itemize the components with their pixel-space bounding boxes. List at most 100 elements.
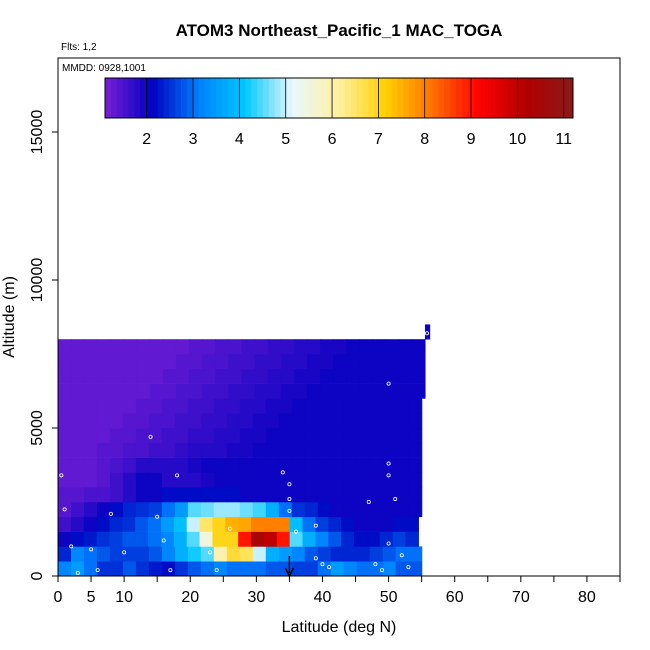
heatmap-cell xyxy=(162,339,177,355)
heatmap-cell xyxy=(252,457,267,473)
heatmap-cell xyxy=(382,561,397,577)
heatmap-cell xyxy=(96,546,111,562)
heatmap-cell xyxy=(372,339,387,355)
heatmap-cell xyxy=(317,472,332,488)
heatmap-cell xyxy=(186,531,201,547)
heatmap-cell xyxy=(239,413,254,429)
heatmap-cell xyxy=(135,502,150,518)
colorbar xyxy=(104,77,574,119)
heatmap-cell xyxy=(267,383,282,399)
heatmap-cell xyxy=(109,442,124,458)
heatmap-cell xyxy=(226,457,241,473)
heatmap-cell xyxy=(173,516,188,532)
heatmap-cell xyxy=(122,531,136,547)
heatmap-cell xyxy=(70,531,85,547)
heatmap-cell xyxy=(83,516,98,532)
colorbar-segment xyxy=(145,78,153,118)
y-tick-label: 15000 xyxy=(29,110,46,155)
heatmap-cell xyxy=(252,413,267,429)
heatmap-cell xyxy=(174,472,189,488)
heatmap-cell xyxy=(251,516,265,532)
colorbar-segment xyxy=(216,78,223,118)
heatmap-cell xyxy=(70,472,85,488)
heatmap-cell xyxy=(161,561,176,577)
heatmap-cell xyxy=(372,383,387,399)
heatmap-cell xyxy=(189,339,203,355)
heatmap-cell xyxy=(173,531,188,547)
heatmap-cell xyxy=(122,487,137,503)
heatmap-cell xyxy=(333,383,347,399)
heatmap-cell xyxy=(239,428,254,444)
sample-point xyxy=(168,568,173,573)
heatmap-cell xyxy=(304,546,319,562)
heatmap-cell xyxy=(291,442,306,458)
heatmap-cell xyxy=(83,546,98,562)
heatmap-cell xyxy=(328,516,342,532)
heatmap-cell xyxy=(356,546,371,562)
heatmap-cell xyxy=(84,368,98,384)
heatmap-cell xyxy=(70,502,85,518)
sample-point xyxy=(122,550,127,555)
heatmap-cell xyxy=(96,516,111,532)
x-tick-label: 0 xyxy=(54,589,63,606)
heatmap-cell xyxy=(213,502,228,518)
heatmap-cell xyxy=(252,487,267,503)
heatmap-cell xyxy=(356,398,371,414)
colorbar-segment xyxy=(227,78,235,118)
heatmap-cell xyxy=(225,516,239,532)
sample-point xyxy=(386,473,391,478)
colorbar-segment xyxy=(432,78,439,118)
heatmap-cell xyxy=(110,383,125,399)
x-tick-label: 60 xyxy=(446,589,464,606)
heatmap-cell xyxy=(359,339,374,355)
heatmap-cell xyxy=(265,546,280,562)
heatmap-cell xyxy=(148,546,163,562)
colorbar-segment xyxy=(175,78,182,118)
heatmap-cell xyxy=(369,502,384,518)
sample-point xyxy=(287,482,292,487)
heatmap-cell xyxy=(382,398,397,414)
heatmap-cell xyxy=(148,413,163,429)
heatmap-cell xyxy=(83,442,98,458)
heatmap-cell xyxy=(148,516,162,532)
heatmap-cell xyxy=(162,383,177,399)
heatmap-cell xyxy=(83,457,98,473)
heatmap-cell xyxy=(135,398,150,414)
heatmap-cell xyxy=(149,354,164,370)
heatmap-cell xyxy=(343,457,358,473)
colorbar-segment xyxy=(555,78,562,118)
colorbar-tick-label: 3 xyxy=(189,131,198,148)
heatmap-cell xyxy=(252,546,267,562)
heatmap-cell xyxy=(83,398,98,414)
heatmap-cell xyxy=(148,457,163,473)
colorbar-tick-label: 11 xyxy=(555,131,572,148)
heatmap-cell xyxy=(265,428,280,444)
heatmap-cell xyxy=(58,339,72,355)
heatmap-cell xyxy=(187,502,202,518)
heatmap-cell xyxy=(213,442,228,458)
colorbar-segment xyxy=(438,78,445,118)
sample-point xyxy=(386,381,391,386)
heatmap-cell xyxy=(238,531,252,547)
heatmap-cell xyxy=(213,457,228,473)
colorbar-segment xyxy=(532,78,539,118)
heatmap-cell xyxy=(291,428,306,444)
heatmap-cell xyxy=(123,368,138,384)
heatmap-cell xyxy=(58,516,72,532)
heatmap-cell xyxy=(280,354,295,370)
colorbar-segment xyxy=(298,78,305,118)
colorbar-segment xyxy=(309,78,316,118)
heatmap-cell xyxy=(398,383,413,399)
colorbar-segment xyxy=(508,78,515,118)
colorbar-segment xyxy=(222,78,229,118)
chart-title: ATOM3 Northeast_Pacific_1 MAC_TOGA xyxy=(176,21,503,40)
heatmap-cell xyxy=(213,546,228,562)
colorbar-segment xyxy=(356,78,363,118)
heatmap-cell xyxy=(302,516,316,532)
heatmap-cell xyxy=(366,531,381,547)
heatmap-cell xyxy=(278,413,293,429)
x-tick-label: 50 xyxy=(380,589,398,606)
heatmap-cell xyxy=(174,546,189,562)
heatmap-cell xyxy=(254,339,269,355)
colorbar-segment xyxy=(374,78,381,118)
